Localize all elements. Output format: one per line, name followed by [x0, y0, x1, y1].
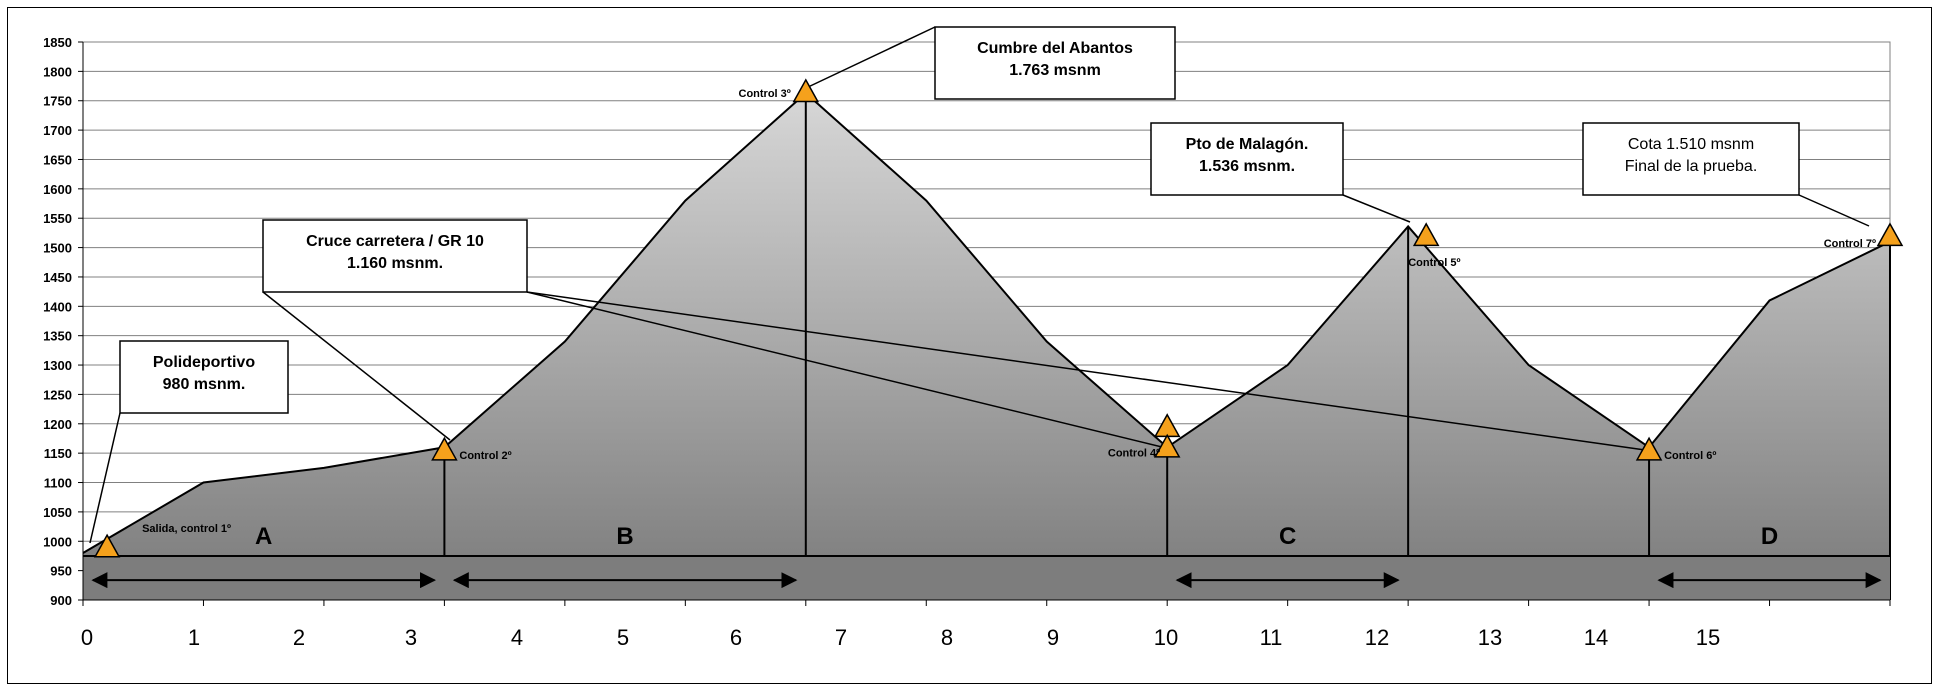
x-tick-label: 7	[835, 625, 847, 650]
segment-label: B	[616, 523, 633, 550]
callout-leader	[526, 291, 1167, 449]
x-tick-label: 11	[1260, 625, 1283, 650]
x-tick-label: 13	[1478, 625, 1502, 650]
callout-box	[934, 26, 1176, 100]
y-tick-label: 900	[50, 593, 72, 608]
control-label: Control 3º	[739, 88, 791, 100]
chart-frame	[7, 7, 1932, 684]
callout-leader	[526, 291, 1646, 451]
callout-text: Cota 1.510 msnm	[1628, 136, 1754, 153]
elevation-area	[83, 93, 1890, 601]
callout-text: 1.160 msnm.	[347, 255, 443, 272]
y-tick-label: 1150	[44, 446, 72, 461]
control-label: Control 5º	[1408, 257, 1460, 269]
y-tick-label: 1500	[43, 241, 72, 256]
callout-leader	[805, 26, 936, 89]
y-tick-label: 1400	[43, 299, 72, 314]
x-tick-label: 12	[1365, 625, 1389, 650]
x-tick-label: 14	[1584, 625, 1608, 650]
callout-text: Polideportivo	[153, 354, 255, 371]
control-label: Control 7º	[1824, 238, 1876, 250]
y-tick-label: 1550	[43, 211, 72, 226]
y-tick-label: 1250	[43, 387, 72, 402]
y-tick-label: 1450	[43, 270, 72, 285]
y-tick-label: 1800	[43, 64, 72, 79]
control-label: Salida, control 1º	[142, 523, 231, 535]
control-label: Control 4º	[1108, 447, 1160, 459]
callout-box	[119, 340, 289, 414]
callout-text: 1.763 msnm	[1009, 62, 1101, 79]
callout-text: 1.536 msnm.	[1199, 158, 1295, 175]
y-tick-label: 1100	[44, 476, 72, 491]
x-tick-label: 2	[293, 625, 305, 650]
y-tick-label: 1200	[43, 417, 72, 432]
y-tick-label: 1650	[43, 152, 72, 167]
callout-box	[1150, 122, 1344, 196]
x-tick-label: 8	[941, 625, 953, 650]
y-tick-label: 1600	[43, 182, 72, 197]
y-tick-label: 1300	[43, 358, 72, 373]
y-tick-label: 1850	[43, 35, 72, 50]
x-tick-label: 6	[730, 625, 742, 650]
y-tick-label: 1000	[43, 534, 72, 549]
callout-text: Cumbre del Abantos	[977, 40, 1133, 57]
x-tick-label: 3	[405, 625, 417, 650]
callout-text: Pto de Malagón.	[1186, 136, 1309, 153]
callout-text: Cruce carretera / GR 10	[306, 233, 484, 250]
x-tick-label: 10	[1154, 625, 1178, 650]
x-tick-label: 1	[188, 625, 200, 650]
x-tick-label: 9	[1047, 625, 1059, 650]
control-marker	[1876, 222, 1904, 247]
x-tick-label: 5	[617, 625, 629, 650]
segment-label: C	[1279, 523, 1296, 550]
x-tick-label: 0	[81, 625, 93, 650]
callout-leader	[262, 291, 451, 441]
x-tick-label: 4	[511, 625, 523, 650]
callout-box	[262, 219, 528, 293]
y-tick-label: 950	[50, 564, 72, 579]
callout-box	[1582, 122, 1800, 196]
control-marker	[1153, 433, 1181, 458]
elevation-line	[82, 91, 1891, 554]
control-marker	[1412, 222, 1440, 247]
segment-label: A	[255, 523, 272, 550]
control-marker	[1635, 436, 1663, 461]
y-tick-label: 1050	[43, 505, 72, 520]
segment-band	[83, 555, 1890, 600]
control-marker	[431, 436, 458, 461]
control-marker	[792, 78, 820, 103]
callout-text: Final de la prueba.	[1625, 158, 1758, 175]
y-tick-label: 1350	[43, 329, 72, 344]
callout-text: 980 msnm.	[163, 376, 246, 393]
y-tick-label: 1700	[43, 123, 72, 138]
callout-leader	[1342, 194, 1411, 223]
control-label: Control 6º	[1664, 450, 1716, 462]
segment-label: D	[1761, 523, 1778, 550]
control-marker	[93, 533, 121, 558]
y-tick-label: 1750	[43, 94, 72, 109]
x-tick-label: 15	[1696, 625, 1720, 650]
callout-leader	[1798, 194, 1870, 227]
callout-leader	[89, 412, 121, 544]
control-label: Control 2º	[459, 450, 511, 462]
